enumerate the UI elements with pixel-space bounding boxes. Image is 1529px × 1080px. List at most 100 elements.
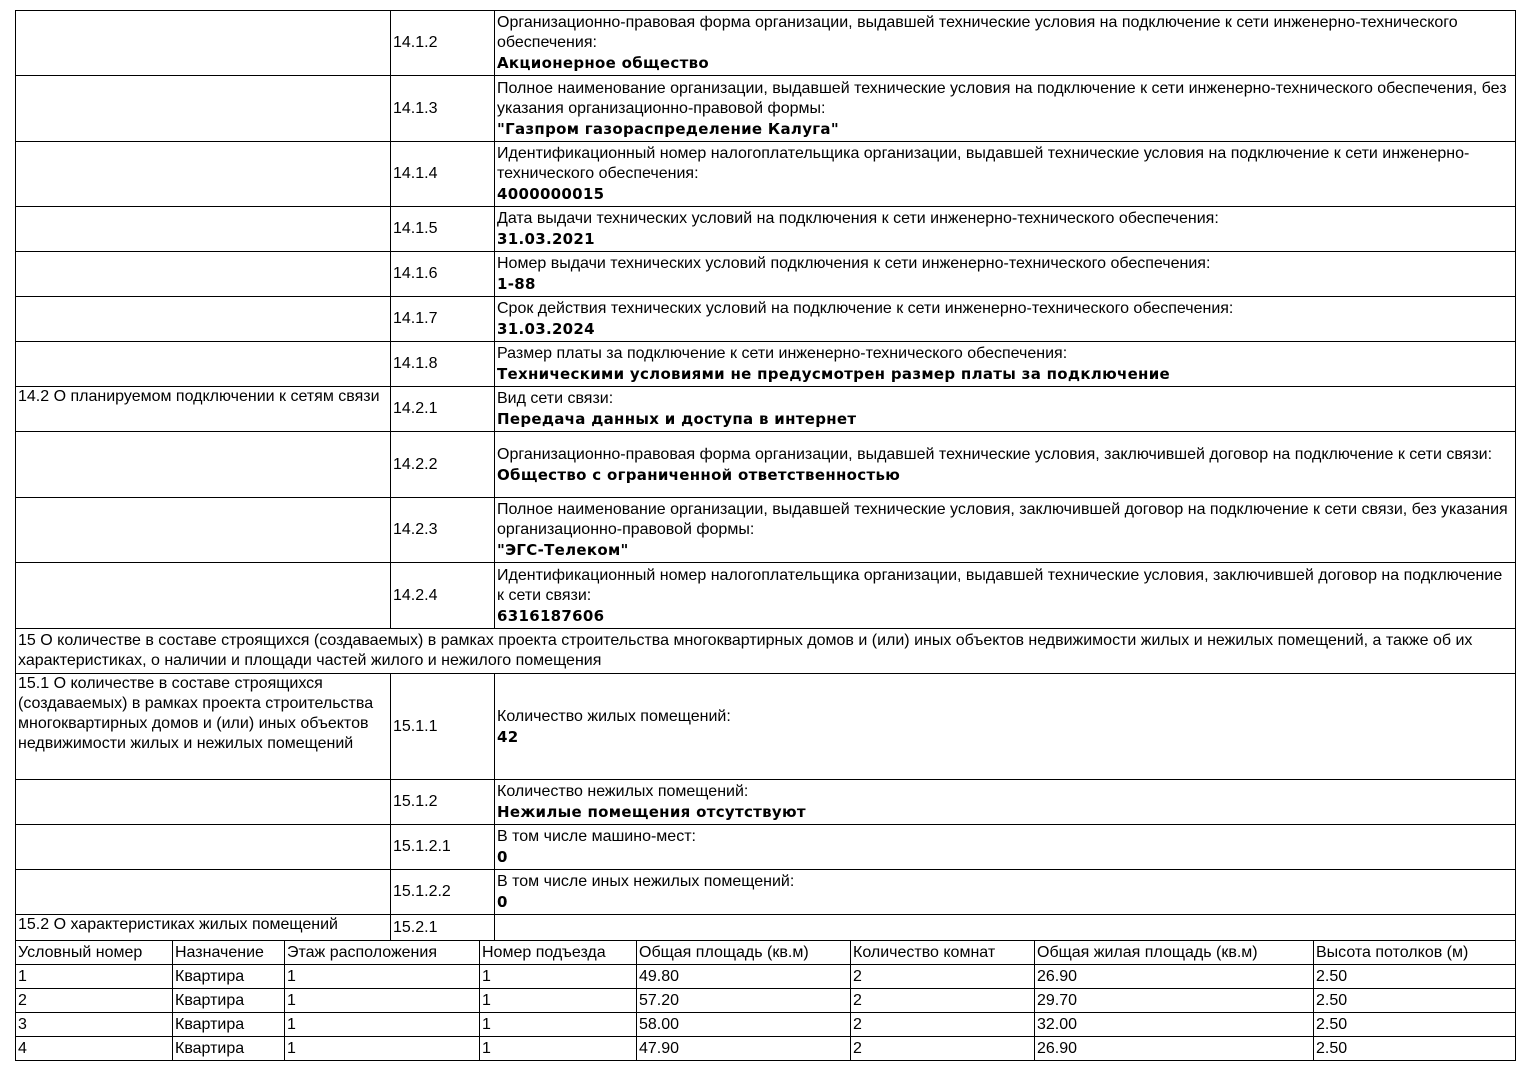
flat-cell: 2	[850, 1036, 1035, 1061]
item-value: 6316187606	[497, 606, 605, 625]
section-cell	[15, 206, 391, 252]
flat-cell: 1	[284, 1036, 480, 1061]
item-value: Нежилые помещения отсутствуют	[497, 803, 806, 821]
item-code: 14.2.4	[390, 562, 495, 629]
flat-cell: 26.90	[1034, 1036, 1314, 1061]
item-content: Срок действия технических условий на под…	[494, 296, 1516, 342]
table-row: 14.2.3 Полное наименование организации, в…	[15, 497, 1516, 563]
item-content: Организационно-правовая форма организаци…	[494, 431, 1516, 498]
item-code: 14.1.8	[390, 341, 495, 387]
item-code: 14.1.3	[390, 75, 495, 142]
item-code: 15.1.1	[390, 673, 495, 780]
flat-cell: 3	[15, 1012, 173, 1037]
column-header: Условный номер	[15, 940, 173, 965]
item-code: 14.1.2	[390, 10, 495, 76]
table-row: 14.1.4 Идентификационный номер налогоплат…	[15, 141, 1516, 207]
flat-cell: 2	[850, 1012, 1035, 1037]
column-header: Общая жилая площадь (кв.м)	[1034, 940, 1314, 965]
item-code: 14.1.4	[390, 141, 495, 207]
item-content: Номер выдачи технических условий подключ…	[494, 251, 1516, 297]
item-content: В том числе машино-мест: 0	[494, 824, 1516, 870]
flat-cell: Квартира	[172, 988, 285, 1013]
section-cell	[15, 869, 391, 915]
flat-cell: Квартира	[172, 1012, 285, 1037]
item-code: 14.1.7	[390, 296, 495, 342]
table-row: 15.1.2.1 В том числе машино-мест: 0	[15, 824, 1516, 870]
item-value: 0	[497, 848, 508, 866]
item-label: Дата выдачи технических условий на подкл…	[497, 210, 1219, 227]
flats-header-row: Условный номер Назначение Этаж расположени…	[15, 940, 1516, 965]
item-code: 14.2.1	[390, 386, 495, 432]
item-label: Полное наименование организации, выдавше…	[497, 501, 1508, 538]
section-cell	[15, 296, 391, 342]
item-code: 14.2.3	[390, 497, 495, 563]
column-header: Количество комнат	[850, 940, 1035, 965]
section-cell	[15, 497, 391, 563]
column-header: Высота потолков (м)	[1313, 940, 1516, 965]
section-cell	[15, 562, 391, 629]
item-content: Количество жилых помещений: 42	[494, 673, 1516, 780]
item-value: 1-88	[497, 275, 536, 293]
item-code: 14.2.2	[390, 431, 495, 498]
item-value: Общество с ограниченной ответственностью	[497, 465, 901, 484]
flat-cell: 4	[15, 1036, 173, 1061]
item-content: Количество нежилых помещений: Нежилые пом…	[494, 779, 1516, 825]
flat-cell: 1	[479, 964, 637, 989]
flat-cell: 1	[479, 988, 637, 1013]
section-cell	[15, 341, 391, 387]
table-row: 14.2 О планируемом подключении к сетям с…	[15, 386, 1516, 432]
item-label: В том числе иных нежилых помещений:	[497, 873, 795, 890]
flat-cell: 47.90	[636, 1036, 851, 1061]
column-header: Общая площадь (кв.м)	[636, 940, 851, 965]
column-header: Назначение	[172, 940, 285, 965]
item-value: 31.03.2021	[497, 230, 595, 248]
section-cell: 15.2 О характеристиках жилых помещений	[15, 914, 391, 941]
item-content: Дата выдачи технических условий на подкл…	[494, 206, 1516, 252]
item-label: Полное наименование организации, выдавше…	[497, 79, 1507, 117]
flat-cell: 29.70	[1034, 988, 1314, 1013]
flat-cell: 2	[850, 964, 1035, 989]
section-15-heading: 15 О количестве в составе строящихся (со…	[15, 628, 1516, 674]
item-label: Номер выдачи технических условий подключ…	[497, 255, 1211, 272]
section-cell: 14.2 О планируемом подключении к сетям с…	[15, 386, 391, 432]
flat-cell: 1	[479, 1012, 637, 1037]
flat-cell: Квартира	[172, 1036, 285, 1061]
item-label: Размер платы за подключение к сети инжен…	[497, 345, 1068, 362]
item-label: Срок действия технических условий на под…	[497, 300, 1234, 317]
table-row: 14.1.2 Организационно-правовая форма орга…	[15, 10, 1516, 76]
section-cell: 15.1 О количестве в составе строящихся (…	[15, 673, 391, 780]
table-row: 14.2.2 Организационно-правовая форма орга…	[15, 431, 1516, 498]
item-label: Организационно-правовая форма организаци…	[497, 445, 1493, 463]
section-cell	[15, 824, 391, 870]
table-row: 15.1.2.2 В том числе иных нежилых помещен…	[15, 869, 1516, 915]
flat-cell: 58.00	[636, 1012, 851, 1037]
item-value: 42	[497, 727, 519, 746]
section-cell	[15, 251, 391, 297]
flat-row: 4 Квартира 1 1 47.90 2 26.90 2.50	[15, 1036, 1516, 1061]
item-label: Организационно-правовая форма организаци…	[497, 14, 1458, 51]
table-row: 14.1.3 Полное наименование организации, в…	[15, 75, 1516, 142]
item-code: 15.1.2	[390, 779, 495, 825]
item-label: Идентификационный номер налогоплательщик…	[497, 566, 1503, 604]
table-row: 14.1.7 Срок действия технических условий …	[15, 296, 1516, 342]
item-label: В том числе машино-мест:	[497, 828, 696, 845]
flat-cell: 2.50	[1313, 1036, 1516, 1061]
flat-cell: Квартира	[172, 964, 285, 989]
item-content: Размер платы за подключение к сети инжен…	[494, 341, 1516, 387]
flats-table: Условный номер Назначение Этаж расположени…	[15, 940, 1516, 1061]
table-row: 14.2.4 Идентификационный номер налогоплат…	[15, 562, 1516, 629]
flat-row: 3 Квартира 1 1 58.00 2 32.00 2.50	[15, 1012, 1516, 1037]
item-code: 14.1.5	[390, 206, 495, 252]
table-row: 14.1.6 Номер выдачи технических условий п…	[15, 251, 1516, 297]
item-value: Акционерное общество	[497, 54, 709, 72]
flat-cell: 2.50	[1313, 988, 1516, 1013]
item-code: 15.1.2.2	[390, 869, 495, 915]
flat-cell: 1	[15, 964, 173, 989]
flat-cell: 2	[850, 988, 1035, 1013]
item-label: Количество нежилых помещений:	[497, 783, 749, 800]
flat-row: 1 Квартира 1 1 49.80 2 26.90 2.50	[15, 964, 1516, 989]
item-value: Техническими условиями не предусмотрен р…	[497, 365, 1170, 383]
item-label: Вид сети связи:	[497, 390, 614, 407]
item-code: 15.1.2.1	[390, 824, 495, 870]
section-cell	[15, 779, 391, 825]
